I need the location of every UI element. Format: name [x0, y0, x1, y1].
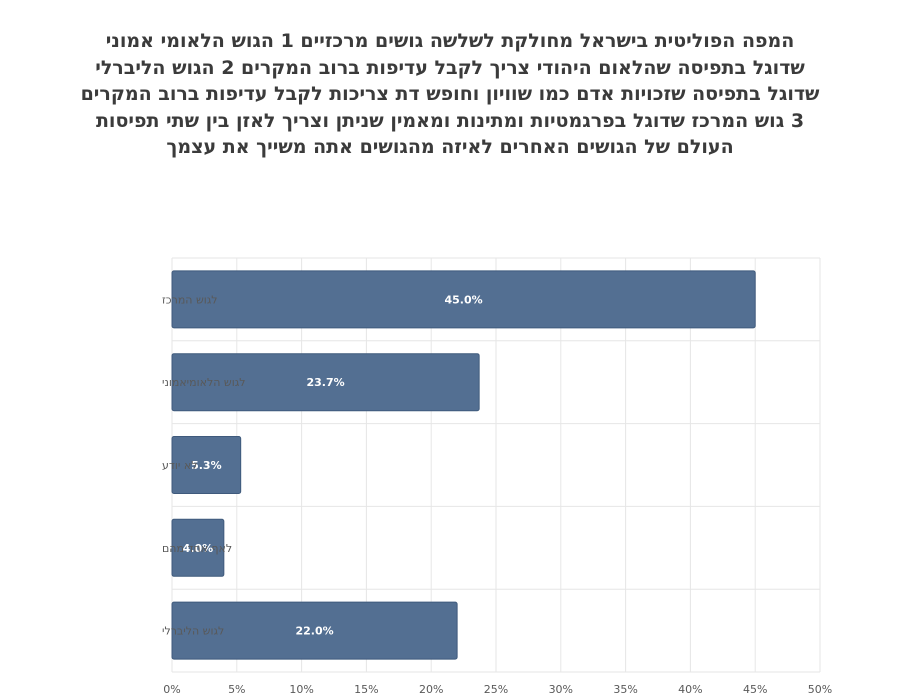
bar [171, 518, 225, 577]
bar [171, 601, 458, 660]
x-tick-label: 20% [419, 683, 443, 696]
x-tick-label: 5% [228, 683, 245, 696]
x-tick-label: 15% [354, 683, 378, 696]
category-label: לגוש הליברלי [162, 625, 224, 638]
bar-value-label: 5.3% [191, 459, 222, 472]
x-tick-label: 30% [549, 683, 573, 696]
bar-value-label: 4.0% [183, 542, 214, 555]
chart-title-line: שדוגל בתפיסה שזכויות אדם כמו שוויון וחופ… [80, 83, 820, 105]
chart-title-line: העולם של הגושים האחרים לאיזה מהגושים אתה… [166, 136, 734, 158]
x-tick-label: 10% [289, 683, 313, 696]
category-label: לגוש הלאומיאמוני [162, 376, 245, 389]
x-tick-label: 25% [484, 683, 508, 696]
chart-title: המפה הפוליטית בישראל מחולקת לשלשה גושים … [20, 28, 880, 161]
x-tick-label: 0% [163, 683, 180, 696]
chart-title-line: 3 גוש המרכז שדוגל בפרגמטיות ומתינות ומאמ… [95, 109, 805, 132]
chart-title-line: שדוגל בתפיסה שהלאום היהודי צריך לקבל עדי… [95, 56, 805, 79]
x-tick-label: 50% [808, 683, 832, 696]
x-tick-label: 40% [678, 683, 702, 696]
category-label: לגוש המרכז [162, 293, 218, 306]
bar-value-label: 22.0% [295, 625, 333, 638]
category-label: לאף אחד מהם [162, 542, 232, 555]
bar [171, 353, 480, 412]
bar [171, 436, 242, 494]
x-tick-label: 35% [613, 683, 637, 696]
bar-value-label: 45.0% [445, 293, 483, 306]
bar [171, 270, 756, 329]
x-tick-label: 45% [743, 683, 767, 696]
bar-value-label: 23.7% [306, 376, 344, 389]
category-label: לא יודע [162, 459, 197, 472]
chart-title-line: המפה הפוליטית בישראל מחולקת לשלשה גושים … [105, 30, 795, 52]
